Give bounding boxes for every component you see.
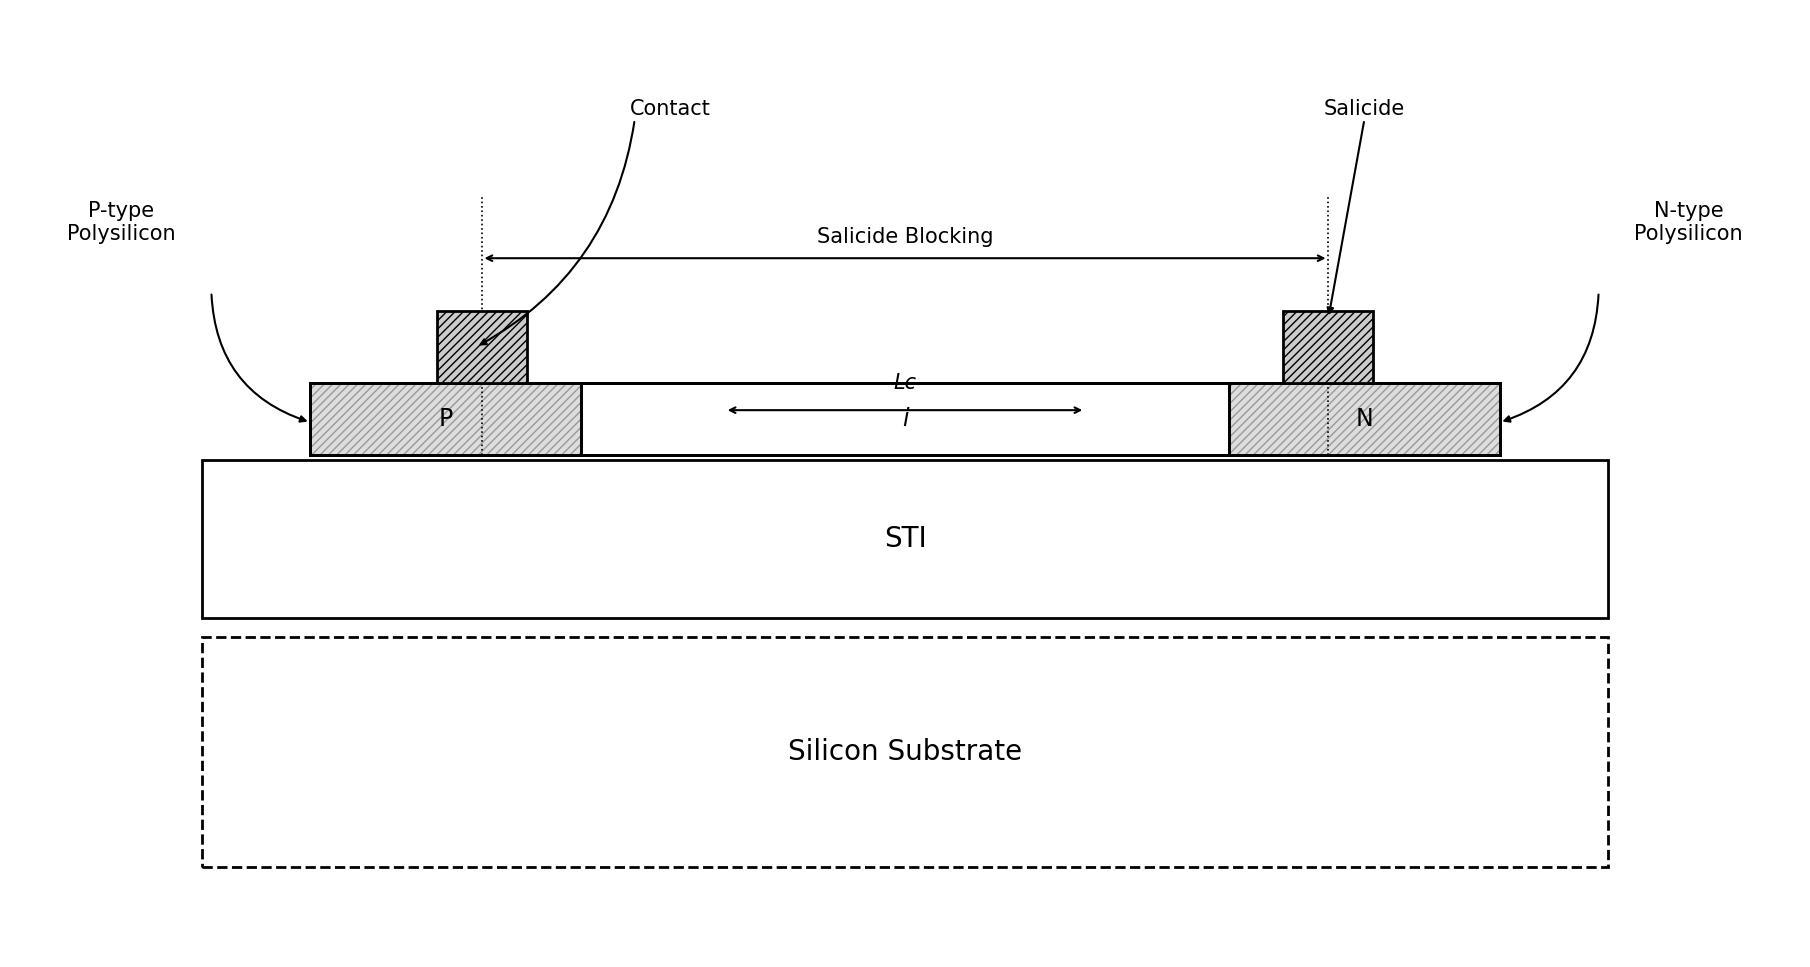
Bar <box>1229 383 1499 454</box>
Bar <box>581 383 1229 454</box>
Text: Salicide: Salicide <box>1323 100 1405 119</box>
Bar <box>203 637 1607 867</box>
Bar <box>311 383 1499 454</box>
Text: N-type
Polysilicon: N-type Polysilicon <box>1634 200 1743 244</box>
Bar <box>311 383 581 454</box>
Text: Silicon Substrate: Silicon Substrate <box>787 738 1023 766</box>
Bar <box>1229 383 1499 454</box>
Bar <box>436 311 527 383</box>
Text: P: P <box>438 407 452 430</box>
Text: STI: STI <box>883 525 927 552</box>
Text: N: N <box>1356 407 1374 430</box>
Bar <box>203 459 1607 618</box>
Bar <box>311 383 581 454</box>
Bar <box>1283 311 1374 383</box>
Text: P-type
Polysilicon: P-type Polysilicon <box>67 200 176 244</box>
Bar <box>311 383 1499 454</box>
Text: Salicide Blocking: Salicide Blocking <box>816 226 994 247</box>
Text: Lc: Lc <box>894 373 916 393</box>
Text: Contact: Contact <box>630 100 711 119</box>
Text: i: i <box>901 407 909 430</box>
